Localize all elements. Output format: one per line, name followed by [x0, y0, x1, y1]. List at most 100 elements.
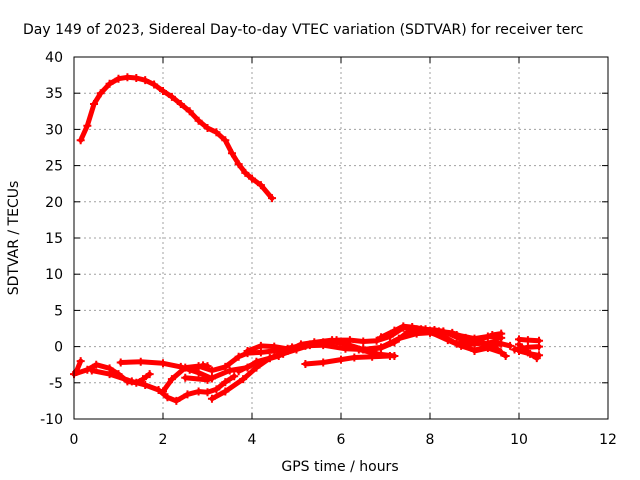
data-point — [221, 362, 230, 371]
data-point — [377, 333, 386, 342]
data-point — [448, 328, 457, 337]
data-point — [114, 74, 123, 83]
data-point — [443, 336, 452, 345]
data-point — [350, 353, 359, 362]
data-point — [185, 107, 194, 116]
data-point — [319, 341, 328, 350]
data-point — [526, 349, 535, 358]
data-point — [225, 366, 234, 375]
data-point — [141, 380, 150, 389]
data-point — [535, 351, 544, 360]
data-point — [203, 388, 212, 397]
data-point — [96, 89, 105, 98]
data-point — [390, 326, 399, 335]
series-arc-r — [515, 346, 544, 360]
data-point — [345, 336, 354, 345]
data-point — [203, 375, 212, 384]
data-point — [221, 378, 230, 387]
data-point — [136, 357, 145, 366]
data-point — [457, 341, 466, 350]
data-point — [145, 370, 154, 379]
data-point — [274, 352, 283, 361]
y-tick-label: -10 — [40, 412, 63, 428]
data-point — [176, 100, 185, 109]
data-point — [76, 136, 85, 145]
data-point — [337, 355, 345, 364]
data-point — [132, 73, 141, 82]
data-point — [207, 394, 216, 403]
data-point — [474, 336, 483, 345]
series-arc-d — [87, 366, 239, 405]
data-point — [256, 181, 265, 190]
data-point — [372, 336, 381, 345]
data-point — [241, 168, 250, 177]
y-tick-label: 35 — [45, 86, 63, 102]
data-point — [252, 358, 261, 367]
series-arc-l — [301, 352, 394, 368]
data-point — [248, 174, 256, 183]
data-point — [296, 341, 305, 350]
data-point — [359, 337, 368, 346]
data-point — [181, 363, 190, 372]
data-point — [159, 387, 167, 396]
data-point — [403, 328, 412, 337]
data-point — [183, 390, 192, 399]
data-point — [181, 373, 190, 382]
data-point — [105, 79, 114, 88]
data-point — [150, 80, 159, 89]
data-point — [270, 342, 279, 351]
y-tick-label: 25 — [45, 159, 63, 175]
data-point — [515, 346, 523, 355]
data-point — [234, 352, 243, 361]
x-tick-label: 12 — [599, 432, 617, 448]
data-point — [359, 345, 368, 354]
series-arc-high — [76, 73, 277, 203]
data-point — [203, 362, 212, 371]
data-point — [341, 344, 350, 353]
data-point — [408, 324, 417, 333]
y-tick-label: 15 — [45, 231, 63, 247]
data-point — [506, 341, 515, 350]
data-point — [90, 100, 99, 109]
data-point — [105, 370, 114, 379]
data-point — [501, 352, 510, 361]
data-point — [234, 367, 243, 376]
data-point — [141, 76, 150, 85]
data-point — [426, 328, 434, 337]
data-point — [167, 92, 176, 101]
data-point — [167, 375, 176, 384]
data-point — [377, 344, 386, 353]
x-tick-label: 10 — [510, 432, 528, 448]
data-point — [497, 339, 506, 348]
data-traces — [70, 73, 544, 405]
x-tick-label: 0 — [70, 432, 79, 448]
x-tick-label: 4 — [248, 432, 257, 448]
data-point — [203, 123, 212, 132]
data-point — [268, 194, 277, 203]
data-point — [221, 387, 230, 396]
data-point — [92, 360, 101, 369]
data-point — [159, 87, 167, 96]
data-point — [243, 346, 252, 355]
x-tick-label: 8 — [426, 432, 435, 448]
y-axis-label: SDTVAR / TECUs — [6, 181, 22, 296]
data-point — [83, 121, 92, 130]
tick-labels: 0 2 4 6 8 10 12 -10 -5 0 5 10 15 20 25 30 35 40 — [40, 50, 617, 448]
data-point — [523, 336, 532, 345]
series-arc-n — [470, 344, 506, 357]
y-tick-label: 0 — [54, 340, 63, 356]
data-point — [230, 372, 239, 381]
data-point — [212, 128, 221, 137]
data-point — [212, 385, 221, 394]
data-point — [497, 329, 506, 338]
data-point — [76, 357, 85, 366]
axis-ticks — [73, 56, 609, 420]
data-point — [483, 344, 492, 353]
data-point — [497, 348, 506, 357]
chart-title: Day 149 of 2023, Sidereal Day-to-day VTE… — [23, 22, 583, 38]
data-point — [116, 358, 125, 367]
data-point — [127, 377, 136, 386]
data-point — [207, 366, 216, 375]
series-line — [78, 74, 275, 201]
